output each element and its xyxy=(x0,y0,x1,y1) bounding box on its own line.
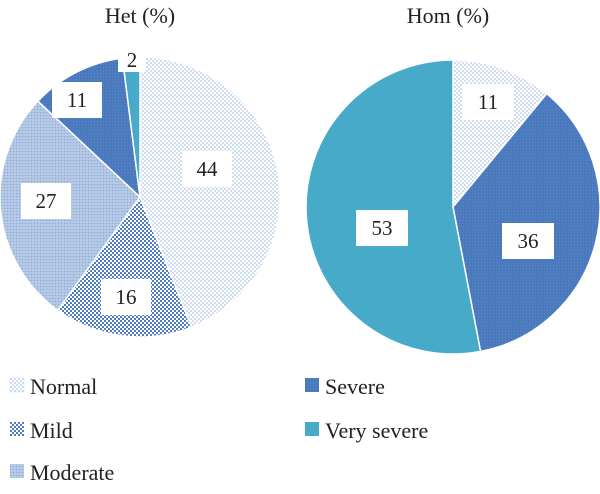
pie-slice-hom-very-severe xyxy=(305,59,482,355)
legend-item-severe: Severe xyxy=(305,374,385,399)
pie-chart-hom: 11 36 53 xyxy=(305,59,600,355)
legend-swatch-normal xyxy=(9,377,25,393)
data-label-box-hom-severe xyxy=(502,223,554,259)
legend-label-normal: Normal xyxy=(30,374,97,399)
data-label-box-hom-very-severe xyxy=(356,210,408,246)
data-label-het-very-severe: 2 xyxy=(127,48,138,72)
legend-label-mild: Mild xyxy=(30,418,73,443)
pie-slice-hom-severe xyxy=(452,92,600,353)
data-label-hom-severe: 36 xyxy=(518,229,539,253)
legend-item-very-severe: Very severe xyxy=(305,418,428,443)
legend-swatch-very-severe xyxy=(305,422,319,436)
legend-label-very-severe: Very severe xyxy=(325,418,428,443)
data-label-box-het-moderate xyxy=(21,183,71,219)
data-label-het-severe: 11 xyxy=(67,88,87,112)
legend-swatch-mild xyxy=(10,422,24,436)
chart-title-het: Het (%) xyxy=(105,3,175,28)
data-label-box-het-very-severe xyxy=(118,48,146,72)
data-label-box-het-mild xyxy=(101,279,151,315)
legend-label-severe: Severe xyxy=(325,374,385,399)
legend-label-moderate: Moderate xyxy=(30,460,114,485)
legend-item-normal: Normal xyxy=(9,374,97,399)
legend-swatch-severe xyxy=(305,378,319,392)
data-label-het-mild: 16 xyxy=(116,285,137,309)
legend-item-moderate: Moderate xyxy=(10,460,114,485)
chart-title-hom: Hom (%) xyxy=(407,3,489,28)
data-label-box-het-severe xyxy=(52,82,102,118)
data-label-box-hom-normal xyxy=(462,84,514,120)
data-label-het-normal: 44 xyxy=(197,157,219,181)
data-label-het-moderate: 27 xyxy=(36,189,57,213)
pie-chart-het: 44 16 27 11 2 xyxy=(0,48,281,338)
legend-swatch-moderate xyxy=(10,464,24,478)
legend: Normal Mild Moderate Severe Very severe xyxy=(9,374,428,485)
pie-slice-het-normal xyxy=(139,56,281,329)
data-label-hom-normal: 11 xyxy=(478,90,498,114)
pie-slice-het-mild xyxy=(56,195,193,338)
legend-item-mild: Mild xyxy=(10,418,73,443)
data-label-hom-very-severe: 53 xyxy=(372,216,393,240)
data-label-box-het-normal xyxy=(182,151,232,187)
